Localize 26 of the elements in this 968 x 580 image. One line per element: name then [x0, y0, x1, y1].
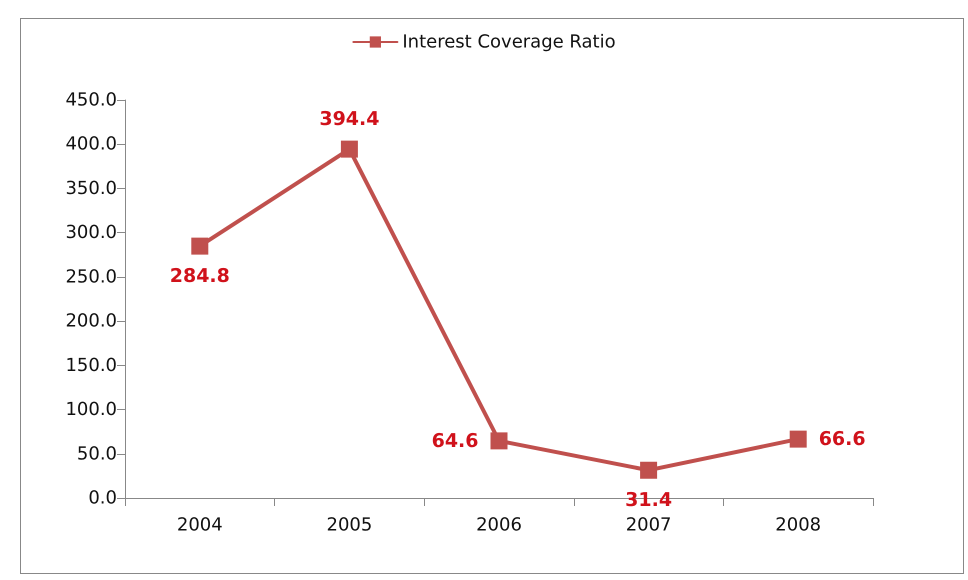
y-tick-label: 250.0	[65, 266, 117, 288]
y-tick-label: 0.0	[88, 488, 117, 508]
y-tick-label: 450.0	[65, 90, 117, 110]
data-label: 284.8	[170, 265, 230, 288]
x-tick-label: 2006	[476, 514, 522, 536]
point	[640, 462, 658, 479]
data-label: 31.4	[625, 489, 672, 512]
y-tick-label: 200.0	[65, 310, 117, 332]
y-tick-label: 100.0	[65, 399, 117, 420]
point	[790, 430, 807, 448]
legend-label: Interest Coverage Ratio	[402, 32, 616, 52]
x-tick-label: 2008	[775, 514, 822, 536]
y-tick-label: 150.0	[65, 354, 117, 376]
y-tick-label: 50.0	[76, 443, 117, 464]
point	[340, 140, 358, 158]
data-label: 64.6	[432, 430, 478, 452]
data-label: 394.4	[319, 108, 380, 130]
point	[191, 238, 208, 255]
x-tick-label: 2004	[176, 514, 223, 536]
point	[490, 432, 508, 450]
y-tick-label: 400.0	[65, 134, 117, 155]
y-tick-label: 300.0	[65, 222, 117, 244]
data-label: 66.6	[818, 428, 866, 450]
y-tick-label: 350.0	[65, 178, 117, 199]
x-tick-label: 2005	[326, 514, 372, 536]
x-tick-label: 2007	[626, 514, 672, 536]
